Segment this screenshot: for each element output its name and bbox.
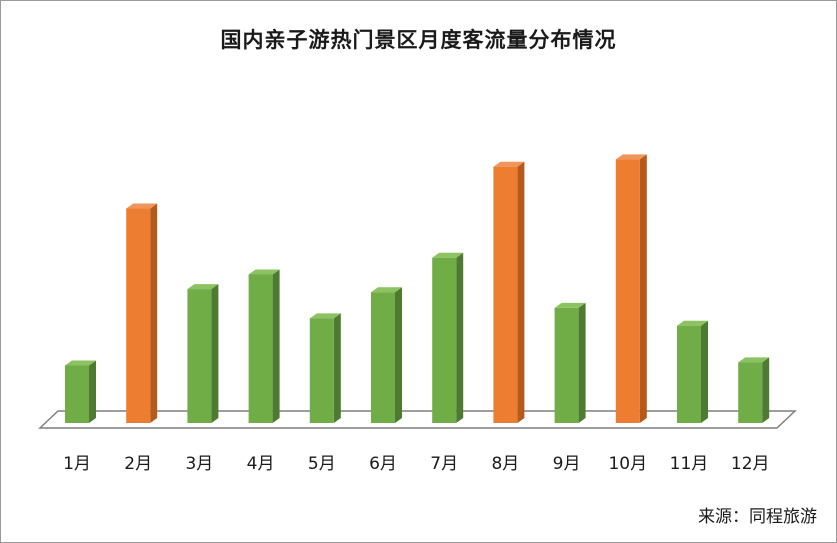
bar-2月 (126, 203, 158, 423)
bar-side (639, 154, 647, 423)
x-tick-label: 1月 (63, 454, 91, 474)
bar-side (333, 313, 341, 423)
bar-side (395, 287, 402, 423)
bar-front (126, 208, 151, 423)
bar-front (554, 307, 579, 423)
bar-side (456, 252, 464, 423)
chart-floor (38, 410, 797, 429)
x-tick-label: 11月 (670, 454, 709, 474)
bar-top (65, 360, 96, 366)
bar-12月 (738, 357, 770, 423)
bar-front (738, 362, 763, 423)
bar-top (309, 313, 341, 319)
chart-title: 国内亲子游热门景区月度客流量分布情况 (220, 28, 617, 52)
bar-top (554, 302, 586, 308)
bar-front (65, 365, 89, 423)
x-tick-label: 7月 (430, 454, 458, 474)
bar-side (762, 357, 770, 423)
bar-top (187, 284, 219, 290)
bar-top (126, 203, 158, 209)
bar-top (248, 269, 280, 275)
bar-top (493, 161, 525, 167)
bar-top (677, 320, 708, 326)
x-tick-label: 3月 (185, 454, 213, 474)
bar-side (578, 302, 586, 423)
bar-front (309, 318, 334, 423)
bar-11月 (677, 320, 708, 423)
bar-front (187, 289, 212, 423)
x-tick-label: 2月 (124, 454, 152, 474)
bar-1月 (65, 360, 96, 423)
bar-9月 (554, 302, 586, 423)
x-tick-label: 5月 (308, 454, 336, 474)
bar-side (150, 203, 158, 423)
x-tick-label: 4月 (247, 454, 275, 474)
x-tick-label: 9月 (553, 454, 581, 474)
bar-side (89, 360, 96, 423)
x-axis-labels: 1月 2月 3月 4月 5月 6月 7月 8月 9月 10月 11月 12月 (63, 454, 769, 474)
bar-6月 (371, 287, 402, 423)
bar-top (371, 287, 402, 293)
source-note: 来源：同程旅游 (698, 507, 817, 527)
bar-front (248, 274, 273, 423)
bar-front (493, 166, 518, 423)
bar-side (517, 161, 525, 423)
bar-side (211, 284, 219, 423)
bar-front (677, 325, 701, 423)
bar-3月 (187, 284, 219, 423)
bar-7月 (432, 252, 464, 423)
bar-5月 (309, 313, 341, 423)
bar-8月 (493, 161, 525, 423)
bar-front (432, 257, 457, 423)
x-tick-label: 10月 (608, 454, 647, 474)
x-tick-label: 8月 (491, 454, 519, 474)
bar-4月 (248, 269, 280, 423)
bar-10月 (615, 154, 647, 423)
x-tick-label: 12月 (731, 454, 770, 474)
bar-top (615, 154, 647, 160)
bar-side (272, 269, 280, 423)
bar-side (701, 320, 708, 423)
bar-top (738, 357, 770, 363)
bar-front (615, 159, 640, 423)
bars-group (65, 154, 770, 423)
bar-top (432, 252, 464, 258)
x-tick-label: 6月 (369, 454, 397, 474)
bar-front (371, 292, 395, 423)
